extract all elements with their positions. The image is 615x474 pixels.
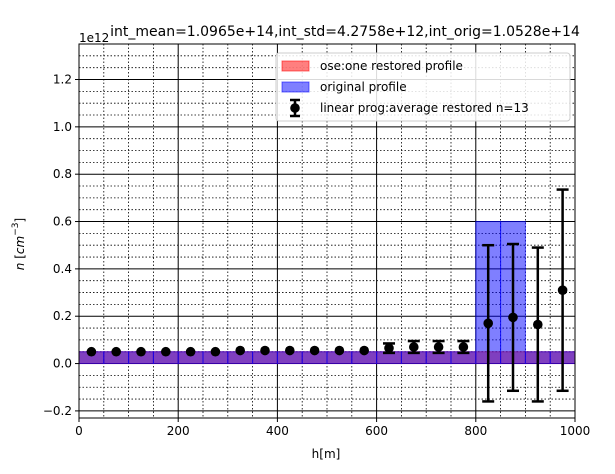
y-tick-label: 0.0 [53,357,72,371]
data-point [334,345,345,356]
data-point [86,346,97,357]
data-point [458,342,469,352]
legend-label: original profile [320,80,407,94]
y-tick-label: 0.2 [53,309,72,323]
y-axis-label: n [cm−3] [11,218,27,270]
y-tick-label: 1.0 [53,120,72,134]
data-point [161,346,171,357]
x-tick-label: 800 [464,424,487,438]
x-tick-label: 600 [365,424,388,438]
data-point [235,345,245,356]
legend-box [275,52,571,122]
data-point [260,345,270,356]
x-axis-label: h[m] [312,447,341,461]
data-point [533,319,543,330]
legend-swatch [281,60,310,72]
svg-text:n [cm−3]: n [cm−3] [11,218,27,270]
legend: ose:one restored profile original profile… [275,52,571,122]
y-tick-label: 0.4 [53,262,72,276]
legend-label: linear prog:average restored n=13 [320,101,529,115]
ticks-layer: 0 200 400 600 800 1000 −0.2 0.0 0.2 0.4 0.6 0.8 1.0 1… [43,73,590,438]
legend-label: ose:one restored profile [320,59,463,73]
data-point [359,345,370,356]
data-point [136,346,146,357]
data-point [409,342,419,352]
x-tick-label: 1000 [560,424,591,438]
data-point [111,346,121,357]
data-point [557,285,568,295]
x-tick-label: 400 [266,424,289,438]
legend-swatch [281,81,310,93]
errorbar-layer [86,188,569,403]
data-point [285,345,295,356]
legend-marker [290,103,300,113]
data-point [210,346,221,357]
y-offset-label: 1e12 [79,31,109,45]
data-point [483,318,494,329]
data-point [508,312,518,323]
y-tick-label: 0.8 [53,167,72,181]
x-tick-label: 0 [75,424,83,438]
data-point [433,342,444,352]
data-point [185,346,196,357]
y-tick-label: 1.2 [53,73,72,87]
y-tick-label: 0.6 [53,215,72,229]
y-tick-label: −0.2 [43,404,72,418]
chart-title: int_mean=1.0965e+14,int_std=4.2758e+12,i… [110,24,580,40]
plot-frame [78,43,576,419]
x-tick-label: 200 [167,424,190,438]
data-point [309,345,320,356]
data-point [384,343,394,353]
